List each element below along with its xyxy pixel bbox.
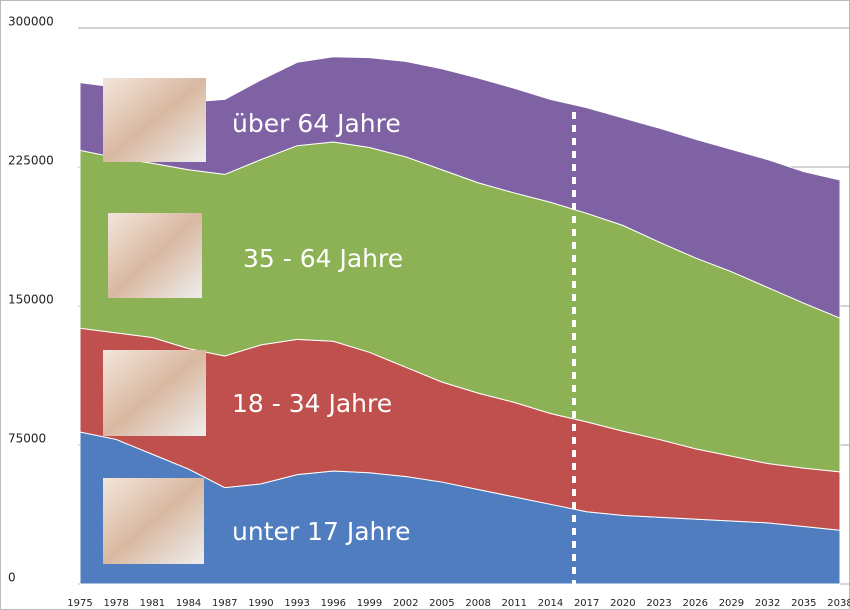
- x-tick-label: 2026: [683, 598, 708, 609]
- y-tick-label: 300000: [8, 15, 54, 29]
- x-tick-label: 2011: [502, 598, 527, 609]
- photo: [103, 350, 206, 436]
- x-tick-label: 2023: [646, 598, 671, 609]
- x-tick-label: 2002: [393, 598, 418, 609]
- area: [79, 56, 841, 319]
- x-tick-label: 1984: [176, 598, 201, 609]
- series-label: 35 - 64 Jahre: [243, 244, 403, 273]
- photo: [103, 478, 204, 564]
- x-tick-label: 2029: [719, 598, 744, 609]
- x-tick-label: 2014: [538, 598, 563, 609]
- x-tick-label: 2038: [827, 598, 850, 609]
- photo: [103, 78, 206, 162]
- series-label: über 64 Jahre: [232, 109, 401, 138]
- x-tick-label: 2017: [574, 598, 599, 609]
- x-tick-label: 1990: [248, 598, 273, 609]
- y-tick-label: 0: [8, 571, 16, 585]
- y-tick-label: 150000: [8, 293, 54, 307]
- x-tick-label: 2032: [755, 598, 780, 609]
- x-tick-label: 2035: [791, 598, 816, 609]
- x-tick-label: 2005: [429, 598, 454, 609]
- y-tick-label: 225000: [8, 154, 54, 168]
- x-tick-label: 1978: [103, 598, 128, 609]
- areas: [79, 56, 841, 585]
- x-tick-label: 1975: [67, 598, 92, 609]
- x-tick-label: 1993: [284, 598, 309, 609]
- photos: [103, 78, 206, 564]
- photo: [108, 213, 202, 298]
- labels: unter 17 Jahre 18 - 34 Jahre 35 - 64 Jahre…: [232, 109, 411, 546]
- series-label: 18 - 34 Jahre: [232, 389, 392, 418]
- series-label: unter 17 Jahre: [232, 517, 411, 546]
- x-tick-label: 2020: [610, 598, 635, 609]
- x-tick-label: 1999: [357, 598, 382, 609]
- x-tick-label: 1987: [212, 598, 237, 609]
- x-tick-label: 1981: [140, 598, 165, 609]
- x-tick-label: 2008: [465, 598, 490, 609]
- x-tick-label: 1996: [321, 598, 346, 609]
- y-tick-label: 75000: [8, 432, 46, 446]
